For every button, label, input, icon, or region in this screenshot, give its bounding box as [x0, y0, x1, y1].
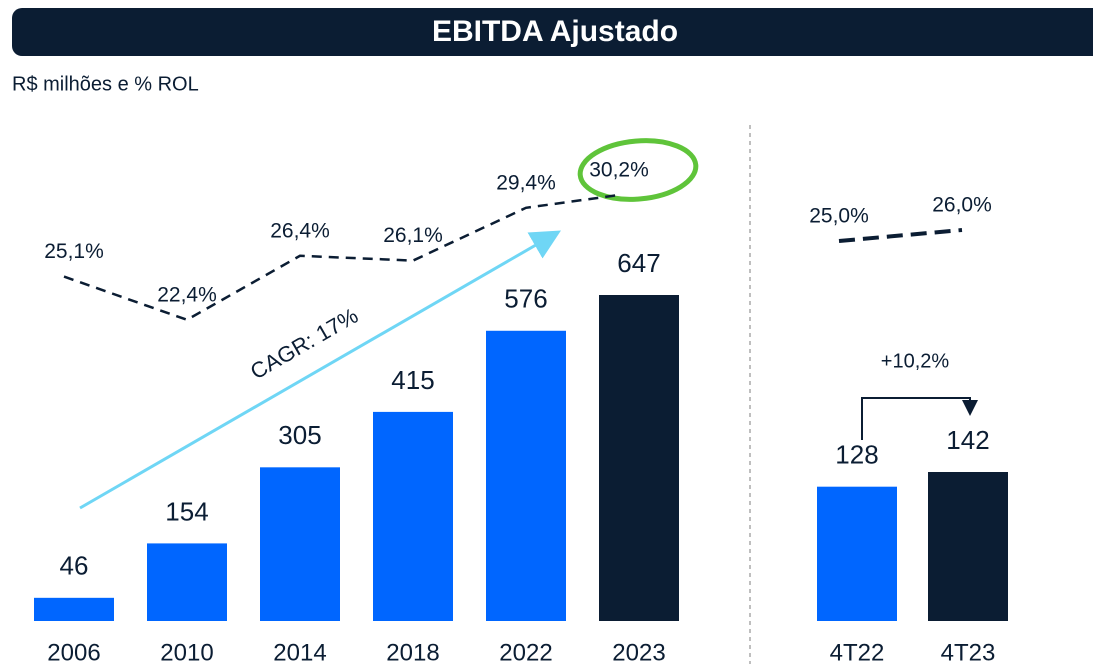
x-tick-label: 4T22 [830, 639, 885, 664]
highlight-circle [577, 138, 699, 202]
x-tick-label: 2018 [386, 639, 439, 664]
bar-label: 142 [946, 425, 989, 455]
bar [34, 597, 114, 621]
bar-label: 154 [165, 496, 208, 526]
x-tick-label: 2010 [160, 639, 213, 664]
bar-label: 576 [504, 284, 547, 314]
bar-label: 305 [278, 420, 321, 450]
x-tick-label: 2014 [273, 639, 326, 664]
bar [817, 486, 897, 621]
bar [599, 295, 679, 621]
margin-label: 26,1% [383, 224, 443, 247]
margin-label: 26,4% [270, 219, 330, 242]
x-tick-label: 2023 [612, 639, 665, 664]
margin-label: 25,0% [809, 205, 869, 228]
bar [260, 467, 340, 621]
x-tick-label: 2022 [499, 639, 552, 664]
x-tick-label: 2006 [47, 639, 100, 664]
x-tick-label: 4T23 [941, 639, 996, 664]
header-bar [12, 8, 1093, 56]
margin-label: 29,4% [496, 171, 556, 194]
margin-label: 22,4% [157, 283, 217, 306]
margin-label: 30,2% [589, 159, 649, 182]
growth-bracket [861, 397, 978, 440]
annotation: +10,2% [881, 350, 950, 372]
bar-label: 128 [835, 440, 878, 470]
bar [147, 543, 227, 621]
bar-label: 415 [391, 365, 434, 395]
cagr-arrow [79, 230, 561, 510]
margin-label: 25,1% [44, 240, 104, 263]
chart-title: EBITDA Ajustado [432, 15, 678, 48]
bar-label: 647 [617, 248, 660, 278]
margin-line [838, 228, 963, 243]
margin-label: 26,0% [932, 194, 992, 217]
bar-label: 46 [60, 551, 89, 581]
bar [373, 411, 453, 621]
annotation: CAGR: 17% [246, 303, 362, 385]
bar [486, 330, 566, 621]
subtitle: R$ milhões e % ROL [12, 73, 199, 95]
bar [928, 472, 1008, 621]
margin-line [63, 193, 620, 322]
